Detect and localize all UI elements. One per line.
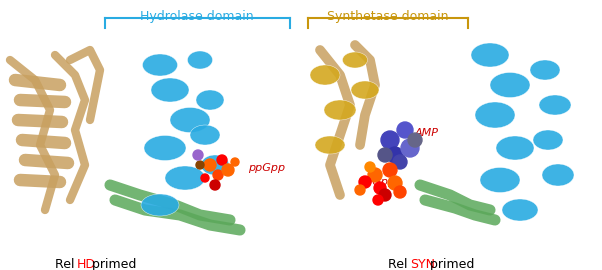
- Ellipse shape: [539, 95, 571, 115]
- Ellipse shape: [170, 107, 210, 133]
- Ellipse shape: [141, 194, 179, 216]
- Circle shape: [365, 162, 375, 172]
- Ellipse shape: [496, 136, 534, 160]
- Ellipse shape: [475, 102, 515, 128]
- Circle shape: [397, 122, 413, 138]
- Circle shape: [394, 186, 406, 198]
- Circle shape: [204, 159, 216, 171]
- Ellipse shape: [165, 166, 205, 190]
- Ellipse shape: [190, 125, 220, 145]
- Ellipse shape: [480, 167, 520, 193]
- Circle shape: [378, 148, 392, 162]
- Text: HD: HD: [77, 258, 96, 270]
- Ellipse shape: [143, 54, 178, 76]
- Circle shape: [368, 168, 382, 182]
- Ellipse shape: [533, 130, 563, 150]
- Circle shape: [231, 158, 239, 166]
- Text: primed: primed: [426, 258, 475, 270]
- Text: ppGpp: ppGpp: [358, 177, 395, 187]
- Ellipse shape: [201, 155, 229, 175]
- Circle shape: [387, 147, 403, 163]
- Ellipse shape: [471, 43, 509, 67]
- Circle shape: [213, 170, 223, 180]
- Ellipse shape: [530, 60, 560, 80]
- Ellipse shape: [151, 78, 189, 102]
- Circle shape: [359, 176, 371, 188]
- Ellipse shape: [187, 51, 213, 69]
- Ellipse shape: [502, 199, 538, 221]
- Circle shape: [408, 133, 422, 147]
- Text: ppGpp: ppGpp: [248, 163, 285, 173]
- Circle shape: [201, 174, 209, 182]
- Text: SYN: SYN: [410, 258, 435, 270]
- Circle shape: [196, 161, 204, 169]
- Ellipse shape: [324, 100, 356, 120]
- Text: AMP: AMP: [415, 128, 439, 138]
- Circle shape: [381, 131, 399, 149]
- Circle shape: [374, 182, 386, 194]
- Circle shape: [210, 180, 220, 190]
- Ellipse shape: [315, 136, 345, 154]
- Circle shape: [355, 185, 365, 195]
- Circle shape: [393, 155, 407, 169]
- Circle shape: [193, 150, 203, 160]
- Circle shape: [401, 139, 419, 157]
- Circle shape: [373, 195, 383, 205]
- Circle shape: [388, 176, 402, 190]
- Text: primed: primed: [88, 258, 137, 270]
- Text: Synthetase domain: Synthetase domain: [327, 10, 448, 23]
- Text: Rel: Rel: [388, 258, 412, 270]
- Ellipse shape: [144, 136, 186, 160]
- Text: Hydrolase domain: Hydrolase domain: [140, 10, 254, 23]
- Ellipse shape: [351, 81, 379, 99]
- Ellipse shape: [196, 90, 224, 110]
- Circle shape: [217, 155, 227, 165]
- Ellipse shape: [542, 164, 574, 186]
- Text: Rel: Rel: [55, 258, 78, 270]
- Ellipse shape: [310, 65, 340, 85]
- Ellipse shape: [343, 52, 367, 68]
- Circle shape: [222, 164, 234, 176]
- Ellipse shape: [490, 73, 530, 97]
- Circle shape: [379, 189, 391, 201]
- Circle shape: [383, 163, 397, 177]
